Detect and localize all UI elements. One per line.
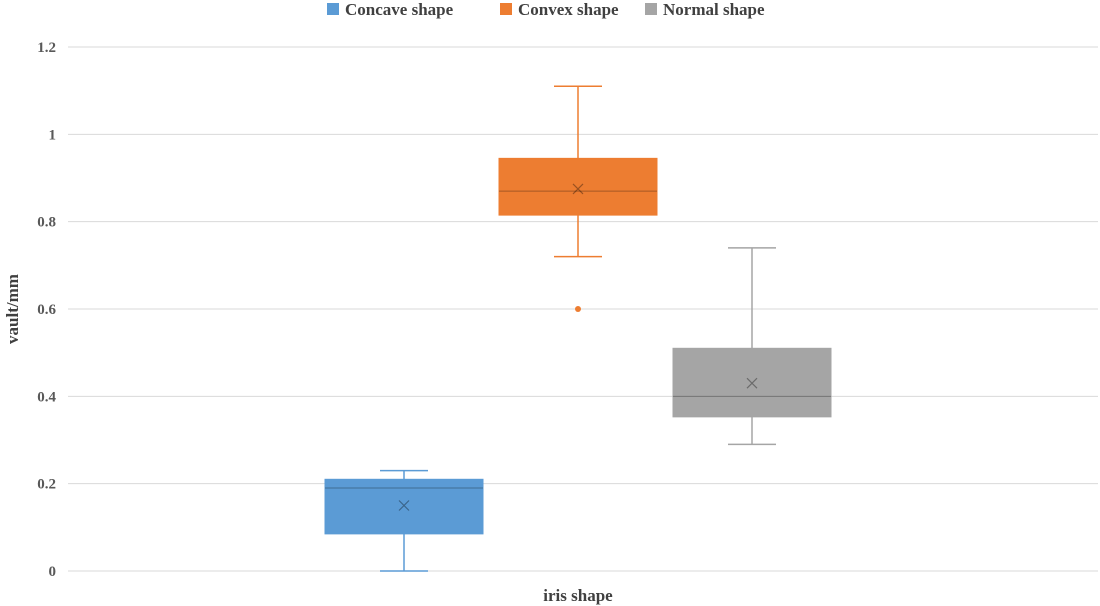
mean-marker — [398, 500, 410, 511]
y-axis-ticks: 0 0.2 0.4 0.6 0.8 1 1.2 — [37, 40, 56, 580]
box-normal-shape — [672, 247, 832, 446]
y-tick-label: 0.4 — [37, 389, 56, 405]
y-tick-label: 0.8 — [37, 215, 56, 231]
legend-item: Concave shape — [327, 0, 454, 19]
legend-swatch — [327, 3, 339, 15]
mean-marker — [572, 183, 584, 195]
y-tick-label: 1.2 — [37, 40, 56, 56]
boxes — [324, 85, 832, 572]
mean-marker — [746, 377, 758, 389]
y-tick-label: 1 — [49, 127, 57, 143]
y-tick-label: 0 — [49, 564, 57, 580]
legend-item: Normal shape — [645, 0, 765, 19]
x-axis-label: iris shape — [543, 586, 613, 605]
y-tick-label: 0.6 — [37, 302, 56, 318]
legend-label: Concave shape — [345, 0, 454, 19]
box-convex-shape — [498, 85, 658, 312]
gridlines — [68, 46, 1098, 572]
iqr-box — [498, 157, 658, 216]
legend-item: Convex shape — [500, 0, 619, 19]
legend: Concave shape Convex shape Normal shape — [327, 0, 765, 19]
iqr-box — [324, 478, 484, 535]
y-tick-label: 0.2 — [37, 477, 56, 493]
y-axis-label: vault/mm — [3, 274, 22, 344]
iqr-box — [672, 347, 832, 418]
legend-label: Convex shape — [518, 0, 619, 19]
legend-label: Normal shape — [663, 0, 765, 19]
box-concave-shape — [324, 469, 484, 572]
legend-swatch — [500, 3, 512, 15]
outlier-point — [575, 306, 581, 312]
legend-swatch — [645, 3, 657, 15]
